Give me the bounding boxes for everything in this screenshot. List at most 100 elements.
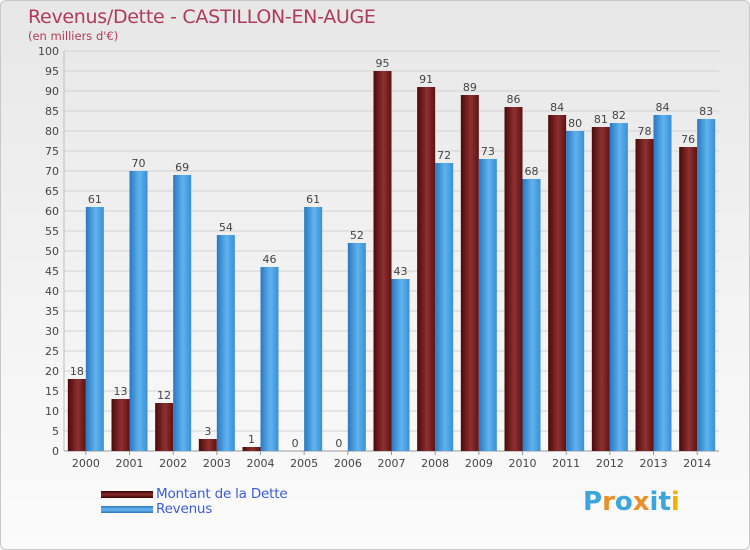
y-tick-label: 60 — [45, 205, 59, 218]
x-tick-label: 2007 — [378, 457, 406, 470]
data-label-revenus-2006: 52 — [350, 229, 364, 242]
bar-dette-2004 — [242, 447, 261, 451]
chart-title: Revenus/Dette - CASTILLON-EN-AUGE — [28, 6, 376, 28]
bar-revenus-2005 — [304, 207, 323, 451]
bar-revenus-2003 — [216, 235, 235, 451]
x-tick-label: 2001 — [116, 457, 144, 470]
x-tick-label: 2002 — [159, 457, 187, 470]
data-label-dette-2005: 0 — [292, 437, 299, 450]
bar-revenus-2009 — [478, 159, 497, 451]
data-label-dette-2014: 76 — [681, 133, 695, 146]
bar-revenus-2012 — [609, 123, 628, 451]
x-tick-label: 2006 — [334, 457, 362, 470]
y-tick-label: 40 — [45, 285, 59, 298]
x-tick-label: 2010 — [509, 457, 537, 470]
y-tick-label: 80 — [45, 125, 59, 138]
data-label-dette-2004: 1 — [248, 433, 255, 446]
y-tick-label: 50 — [45, 245, 59, 258]
data-label-revenus-2001: 70 — [132, 157, 146, 170]
data-labels: 18 61 13 70 12 69 3 54 1 46 0 61 0 52 95 43 91 72 89 73 86 68… — [70, 57, 713, 450]
data-label-revenus-2008: 72 — [437, 149, 451, 162]
y-axis-ticks: 0 5 10 15 20 25 30 35 40 45 50 55 60 65 70 75 80 85 90 95 10… — [38, 45, 59, 458]
x-tick-label: 2008 — [421, 457, 449, 470]
bar-revenus-2006 — [347, 243, 366, 451]
y-tick-label: 65 — [45, 185, 59, 198]
data-label-dette-2009: 89 — [463, 81, 477, 94]
bar-revenus-2010 — [522, 179, 541, 451]
y-tick-label: 25 — [45, 345, 59, 358]
y-tick-label: 20 — [45, 365, 59, 378]
data-label-revenus-2014: 83 — [699, 105, 713, 118]
data-label-dette-2007: 95 — [376, 57, 390, 70]
y-tick-label: 35 — [45, 305, 59, 318]
y-tick-label: 0 — [52, 445, 59, 458]
logo-letter: i — [649, 487, 659, 517]
y-tick-label: 70 — [45, 165, 59, 178]
x-tick-label: 2000 — [72, 457, 100, 470]
data-label-revenus-2011: 80 — [568, 117, 582, 130]
y-tick-label: 100 — [38, 45, 59, 58]
x-tick-label: 2011 — [552, 457, 580, 470]
data-label-dette-2011: 84 — [550, 101, 564, 114]
bar-dette-2001 — [111, 399, 130, 451]
legend-label-dette: Montant de la Dette — [156, 486, 288, 502]
bar-chart: 0510152025303540455055606570758085909510… — [38, 45, 719, 470]
data-label-dette-2013: 78 — [638, 125, 652, 138]
y-tick-label: 10 — [45, 405, 59, 418]
bar-revenus-2007 — [391, 279, 410, 451]
data-label-dette-2010: 86 — [507, 93, 521, 106]
x-tick-label: 2012 — [596, 457, 624, 470]
data-label-revenus-2010: 68 — [525, 165, 539, 178]
y-tick-label: 5 — [52, 425, 59, 438]
y-tick-label: 85 — [45, 105, 59, 118]
bar-revenus-2004 — [260, 267, 279, 451]
bar-dette-2010 — [504, 107, 523, 451]
y-tick-label: 15 — [45, 385, 59, 398]
x-tick-label: 2013 — [640, 457, 668, 470]
logo-letter: r — [602, 487, 615, 517]
chart-subtitle: (en milliers d'€) — [28, 29, 119, 43]
y-tick-label: 45 — [45, 265, 59, 278]
bar-dette-2007 — [373, 71, 392, 451]
bar-dette-2002 — [155, 403, 174, 451]
bar-dette-2003 — [198, 439, 217, 451]
bar-revenus-2014 — [697, 119, 716, 451]
data-label-revenus-2000: 61 — [88, 193, 102, 206]
data-label-revenus-2004: 46 — [263, 253, 277, 266]
bar-dette-2014 — [679, 147, 698, 451]
y-tick-label: 95 — [45, 65, 59, 78]
x-tick-label: 2005 — [290, 457, 318, 470]
bar-revenus-2001 — [129, 171, 148, 451]
bar-revenus-2008 — [435, 163, 454, 451]
bar-dette-2008 — [417, 87, 436, 451]
data-label-dette-2003: 3 — [204, 425, 211, 438]
bar-revenus-2013 — [653, 115, 672, 451]
bar-dette-2011 — [548, 115, 567, 451]
y-tick-label: 30 — [45, 325, 59, 338]
data-label-dette-2006: 0 — [335, 437, 342, 450]
logo-letter: o — [614, 487, 633, 517]
bar-dette-2000 — [67, 379, 86, 451]
data-label-revenus-2005: 61 — [306, 193, 320, 206]
y-tick-label: 90 — [45, 85, 59, 98]
x-tick-label: 2014 — [683, 457, 711, 470]
logo-letter: P — [583, 487, 603, 517]
legend-swatch-dette — [101, 491, 153, 498]
data-label-dette-2008: 91 — [419, 73, 433, 86]
data-label-revenus-2012: 82 — [612, 109, 626, 122]
legend-swatch-revenus — [101, 506, 153, 513]
data-label-revenus-2002: 69 — [175, 161, 189, 174]
bar-dette-2012 — [591, 127, 610, 451]
x-tick-label: 2004 — [247, 457, 275, 470]
logo-letter: x — [632, 487, 650, 517]
proxiti-logo: Proxiti — [583, 487, 680, 517]
data-label-revenus-2003: 54 — [219, 221, 233, 234]
bar-dette-2009 — [460, 95, 479, 451]
data-label-revenus-2013: 84 — [656, 101, 670, 114]
logo-letter: t — [658, 487, 671, 517]
legend-label-revenus: Revenus — [156, 501, 213, 517]
y-tick-label: 55 — [45, 225, 59, 238]
x-tick-label: 2009 — [465, 457, 493, 470]
bars — [67, 71, 716, 451]
